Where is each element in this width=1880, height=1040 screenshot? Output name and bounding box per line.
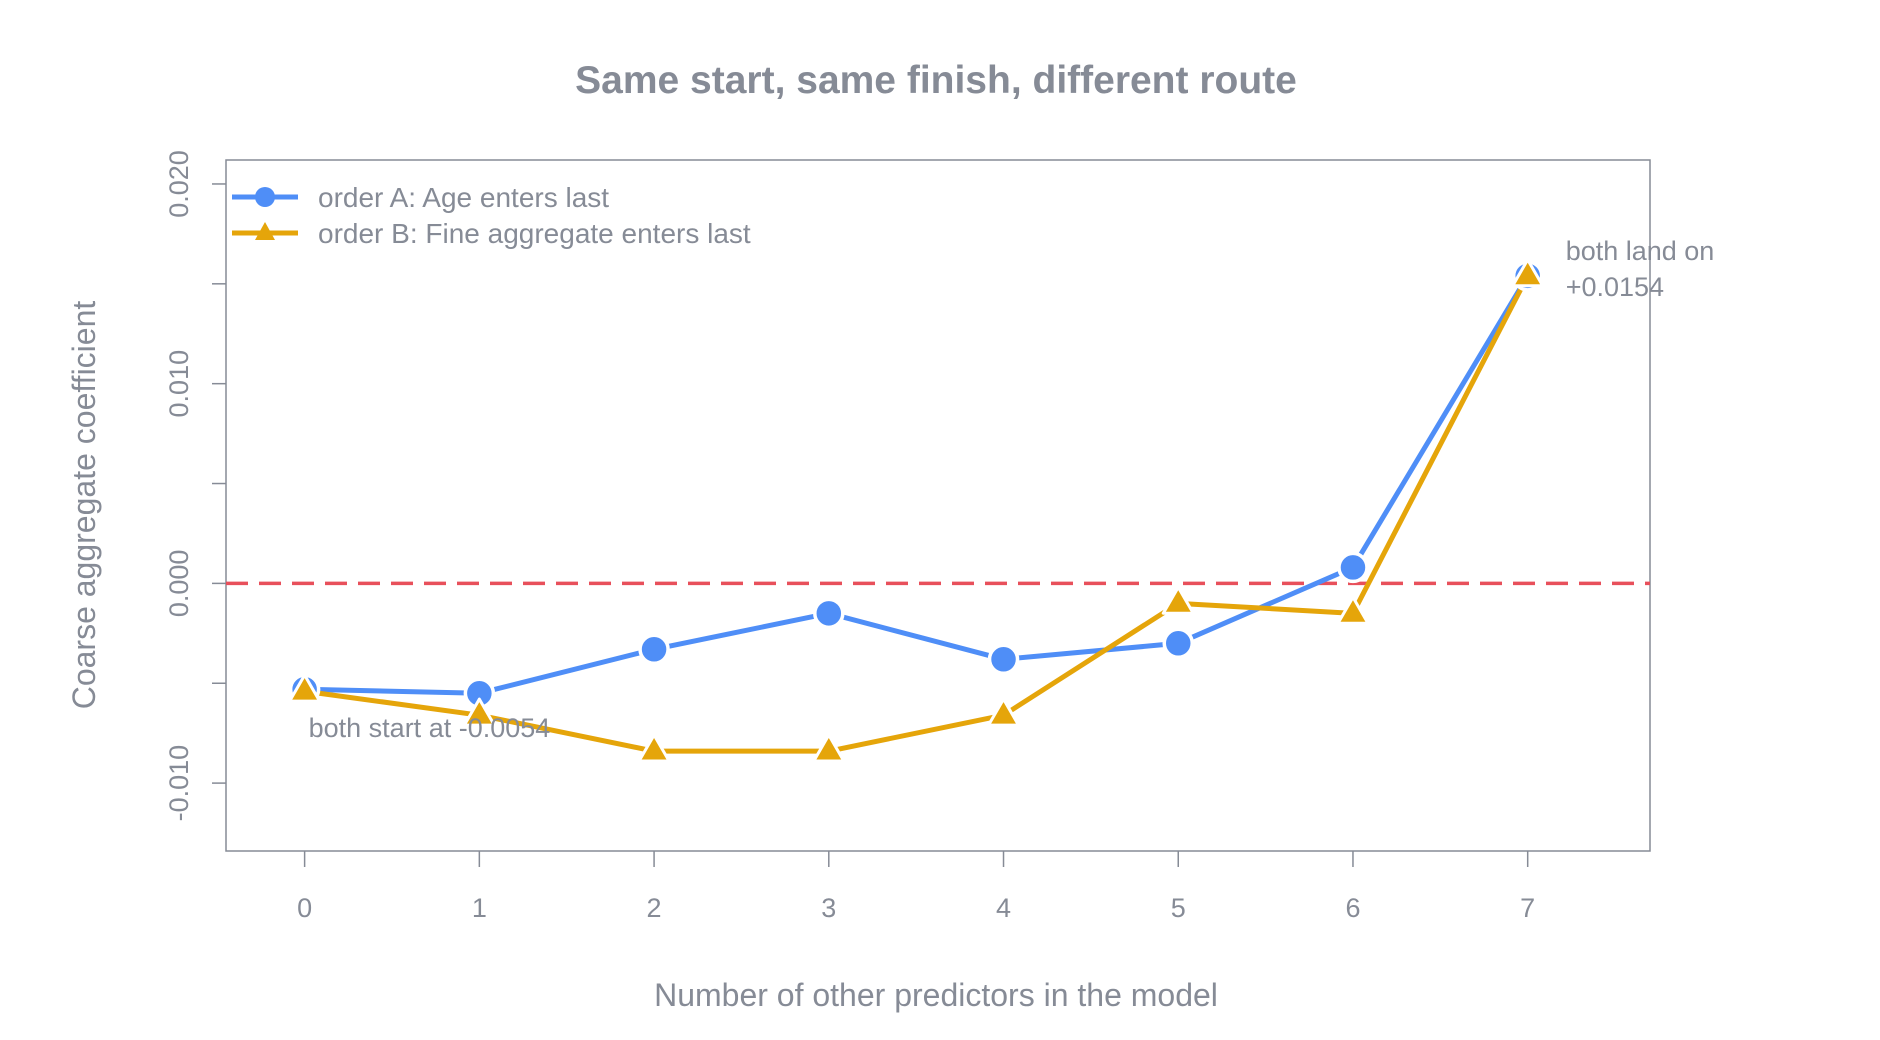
series-b-point bbox=[288, 673, 322, 703]
series-b-point bbox=[812, 733, 846, 763]
series-a-point bbox=[813, 597, 845, 630]
y-tick-label: 0.010 bbox=[164, 350, 194, 418]
x-tick-label: 3 bbox=[821, 893, 836, 923]
annotations: both start at -0.0054 both land on +0.0154 bbox=[309, 236, 1715, 743]
series-a-line bbox=[302, 273, 1531, 696]
x-tick-label: 7 bbox=[1520, 893, 1535, 923]
chart-title: Same start, same finish, different route bbox=[575, 59, 1297, 102]
series-lines bbox=[302, 273, 1531, 754]
annotation-start: both start at -0.0054 bbox=[309, 713, 551, 743]
y-tick-label: -0.010 bbox=[164, 745, 194, 822]
legend: order A: Age enters last order B: Fine ag… bbox=[232, 182, 751, 249]
legend-swatch-marker bbox=[255, 222, 275, 240]
x-tick-label: 0 bbox=[297, 893, 312, 923]
series-b-point bbox=[462, 697, 496, 727]
y-tick-label: 0.020 bbox=[164, 150, 194, 218]
series-b-line bbox=[302, 273, 1531, 754]
series-a-point bbox=[1337, 551, 1369, 584]
legend-label-series-b: order B: Fine aggregate enters last bbox=[318, 218, 751, 249]
y-tick-label: 0.000 bbox=[164, 550, 194, 618]
annotation-end-line: +0.0154 bbox=[1566, 272, 1664, 302]
series-b-point bbox=[987, 697, 1021, 727]
x-tick-label: 2 bbox=[647, 893, 662, 923]
x-tick-label: 4 bbox=[996, 893, 1011, 923]
x-tick-label: 6 bbox=[1345, 893, 1360, 923]
annotation-end-line: both land on bbox=[1566, 236, 1715, 266]
series-a-point bbox=[1162, 627, 1194, 660]
series-b-point bbox=[637, 733, 671, 763]
plot-frame bbox=[225, 159, 1651, 852]
legend-label-series-a: order A: Age enters last bbox=[318, 182, 609, 213]
series-b-point bbox=[1511, 258, 1545, 288]
legend-swatch-marker bbox=[255, 187, 275, 207]
series-a-point bbox=[638, 633, 670, 666]
series-markers bbox=[288, 258, 1545, 763]
series-a-point bbox=[987, 643, 1020, 676]
x-axis-label: Number of other predictors in the model bbox=[654, 977, 1218, 1013]
y-axis-label: Coarse aggregate coefficient bbox=[66, 301, 102, 710]
series-b-point bbox=[1336, 595, 1370, 625]
axes: -0.010 0.000 0.010 0.020 0 1 2 3 4 5 6 7 bbox=[164, 150, 1535, 923]
series-b-point bbox=[1161, 585, 1195, 615]
x-tick-label: 1 bbox=[472, 893, 487, 923]
x-tick-label: 5 bbox=[1171, 893, 1186, 923]
